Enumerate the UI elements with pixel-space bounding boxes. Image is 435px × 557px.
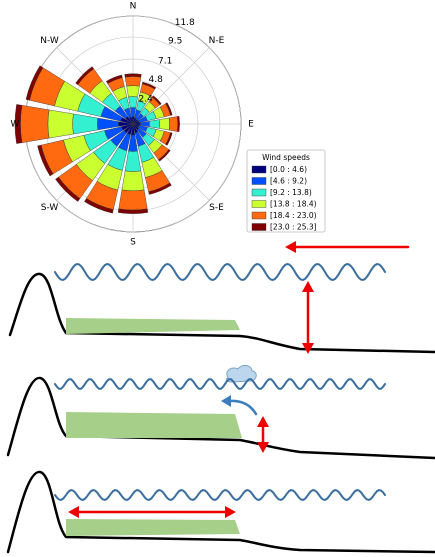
speed-segment (47, 109, 74, 139)
speed-segment (75, 66, 95, 86)
speed-segment (124, 76, 142, 87)
legend: Wind speeds [0.0 : 4.6) [4.6 : 9.2) [9.2 : … (246, 149, 326, 233)
r-tick-label: 7.1 (158, 56, 172, 66)
sediment (66, 519, 240, 536)
legend-swatch (251, 223, 267, 231)
speed-segment (126, 85, 140, 98)
speed-segment (118, 189, 148, 211)
coast-diagram (6, 241, 435, 554)
legend-label: [9.2 : 13.8) (270, 188, 312, 197)
coastline (6, 470, 435, 554)
coastline (8, 272, 435, 354)
speed-segment (55, 176, 81, 202)
speed-segment (124, 73, 142, 78)
direction-label: N-W (40, 36, 59, 46)
speed-segment (141, 81, 157, 90)
direction-label: N (130, 2, 137, 12)
speed-segment (128, 96, 138, 108)
legend-title: Wind speeds (262, 153, 310, 162)
speed-segment (14, 104, 23, 144)
wind-rose: N N-E E S-E S S-W W N-W 2.4 4.8 7.1 9.5 11.8 Wind spe… (11, 2, 326, 248)
speed-segment (151, 95, 162, 106)
speed-segment (158, 117, 170, 131)
sediment (66, 318, 240, 334)
legend-swatch (251, 188, 267, 197)
speed-segment (148, 182, 172, 195)
speed-segment (176, 116, 180, 132)
speed-segment (168, 116, 179, 132)
legend-swatch (251, 200, 267, 208)
legend-label: [23.0 : 25.3] (270, 223, 317, 232)
direction-label: S (130, 238, 136, 248)
wave (54, 489, 386, 501)
wave (54, 262, 386, 282)
r-tick-label: 9.5 (168, 37, 182, 47)
cloud (225, 364, 257, 383)
speed-segment (84, 198, 114, 214)
sediment (66, 412, 242, 438)
r-tick-label: 2.4 (139, 95, 154, 105)
legend-swatch (251, 165, 267, 174)
speed-segment (121, 170, 145, 192)
direction-label: S-W (41, 203, 59, 213)
direction-label: E (248, 120, 254, 130)
r-tick-label: 4.8 (149, 75, 164, 85)
wave (54, 378, 386, 390)
arrow-head (257, 416, 269, 453)
speed-segment (149, 119, 160, 129)
direction-label: N-E (209, 36, 225, 46)
legend-swatch (251, 177, 267, 185)
direction-label: S-E (209, 203, 224, 213)
legend-label: [18.4 : 23.0) (270, 211, 317, 220)
speed-segment (25, 65, 44, 101)
speed-segment (165, 102, 173, 116)
speed-segment (106, 74, 123, 84)
legend-label: [0.0 : 4.6) (270, 165, 307, 174)
legend-swatch (251, 211, 267, 220)
speed-segment (158, 149, 171, 162)
arrow-current (226, 399, 258, 416)
speed-segment (117, 208, 149, 214)
speed-segment (165, 132, 173, 146)
r-tick-label: 11.8 (175, 18, 195, 28)
legend-label: [4.6 : 9.2) (270, 177, 307, 186)
speed-segment (20, 105, 50, 143)
legend-label: [13.8 : 18.4) (270, 200, 317, 209)
direction-label: W (11, 120, 20, 130)
coastline (6, 376, 435, 460)
legend-box (246, 149, 326, 233)
arrow-head (285, 241, 296, 253)
arrow-head (221, 395, 231, 407)
speed-segment (37, 144, 54, 177)
